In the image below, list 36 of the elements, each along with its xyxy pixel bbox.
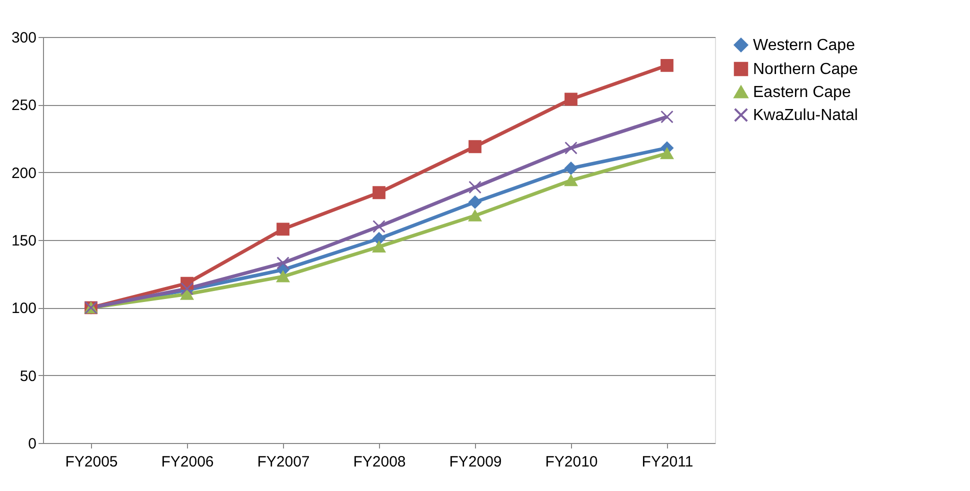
x-tick-label: FY2008 bbox=[353, 454, 406, 470]
x-tick-label: FY2006 bbox=[161, 454, 214, 470]
y-tick-label: 50 bbox=[20, 368, 36, 385]
y-tick-label: 0 bbox=[28, 436, 36, 452]
point bbox=[660, 148, 674, 160]
point bbox=[180, 288, 194, 300]
y-tick-label: 200 bbox=[11, 164, 36, 182]
x-tick-label: FY2007 bbox=[257, 454, 310, 470]
x-tick-label: FY2005 bbox=[65, 454, 118, 470]
y-tick-label: 150 bbox=[11, 232, 36, 250]
point bbox=[468, 180, 482, 194]
point bbox=[276, 256, 290, 270]
y-tick-label: 100 bbox=[11, 300, 36, 318]
legend-label: Western Cape bbox=[753, 37, 856, 54]
x-tick-label: FY2009 bbox=[449, 454, 502, 470]
point bbox=[468, 140, 482, 154]
point bbox=[564, 92, 578, 106]
x-tick-label: FY2011 bbox=[642, 454, 694, 470]
point bbox=[468, 196, 482, 209]
point bbox=[372, 186, 386, 200]
point bbox=[468, 210, 482, 222]
point bbox=[660, 110, 674, 124]
point bbox=[660, 58, 674, 72]
point bbox=[276, 222, 290, 236]
point bbox=[564, 174, 578, 186]
legend-label: Northern Cape bbox=[753, 61, 858, 78]
point bbox=[564, 142, 578, 154]
point bbox=[372, 220, 386, 233]
point bbox=[372, 241, 386, 252]
y-tick-label: 250 bbox=[11, 97, 36, 114]
point bbox=[564, 162, 578, 175]
legend-label: KwaZulu-Natal bbox=[753, 107, 858, 124]
y-tick-label: 300 bbox=[11, 30, 36, 46]
point bbox=[276, 270, 290, 282]
legend-label: Eastern Cape bbox=[753, 84, 851, 101]
x-tick-label: FY2010 bbox=[545, 454, 598, 470]
